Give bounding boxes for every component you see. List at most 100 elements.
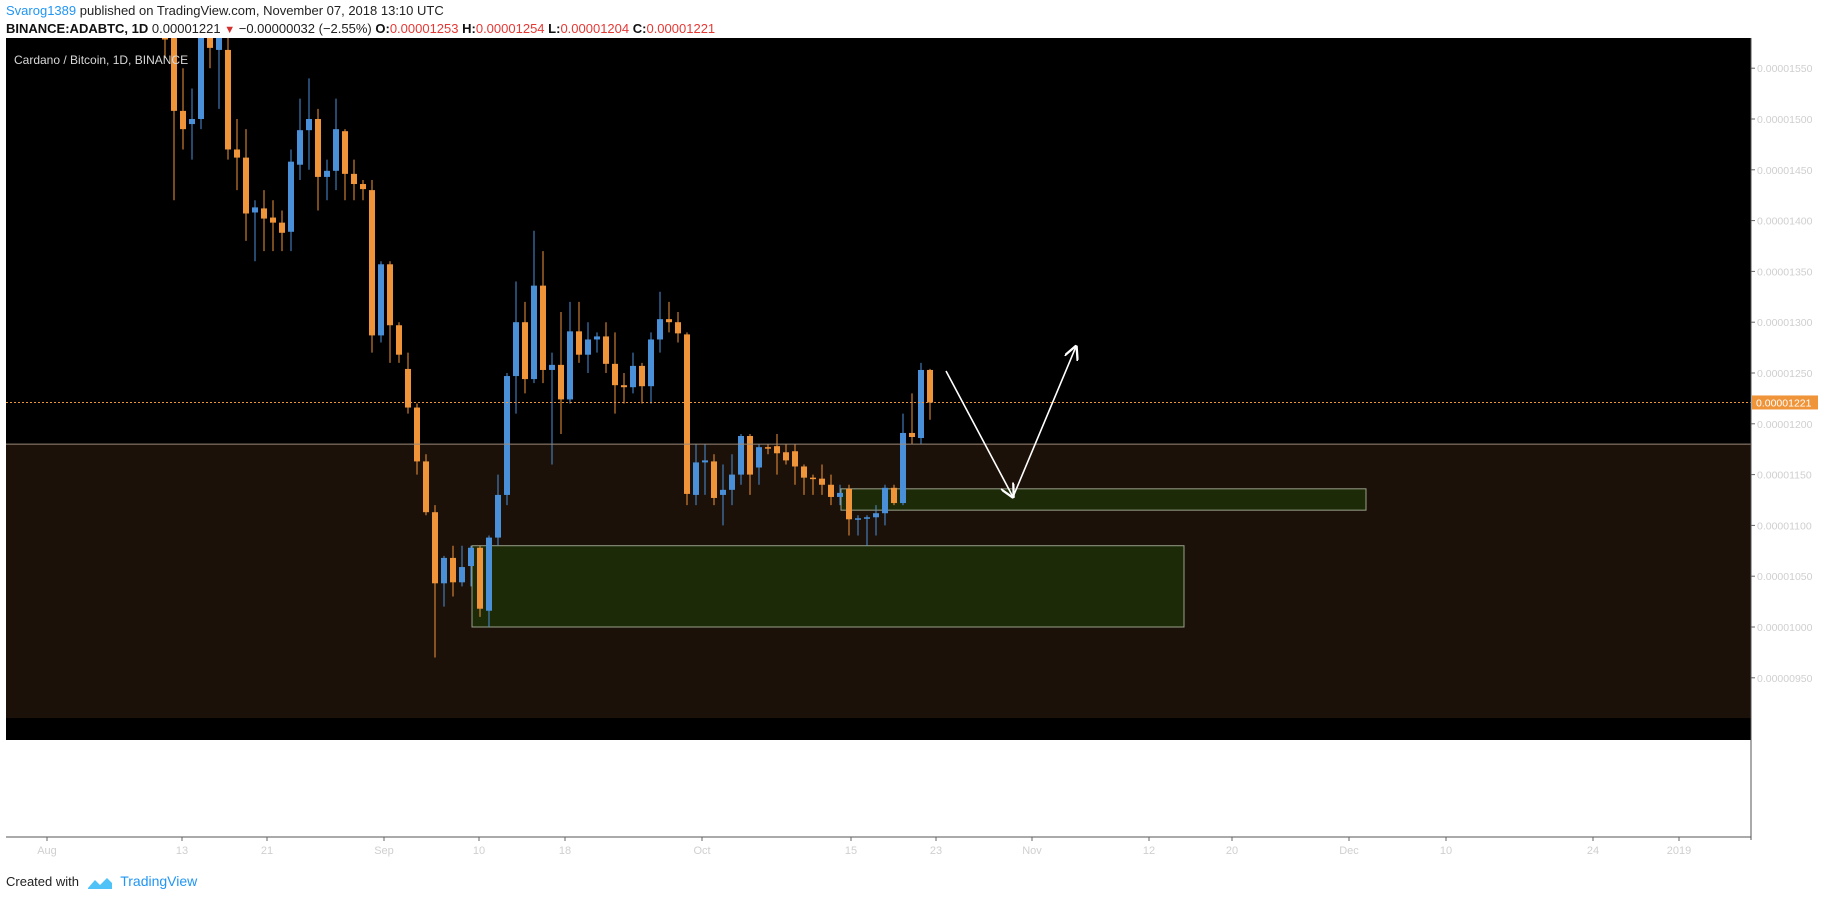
candle-body xyxy=(315,119,321,177)
candle xyxy=(585,322,591,373)
candle-body xyxy=(360,184,366,190)
candle-body xyxy=(351,173,357,185)
candle-body xyxy=(828,484,834,497)
candle-body xyxy=(225,49,231,150)
candle-body xyxy=(171,38,177,111)
candle-body xyxy=(630,365,636,388)
candle xyxy=(810,474,816,495)
candle xyxy=(306,78,312,170)
candle-body xyxy=(378,264,384,336)
tradingview-brand-link[interactable]: TradingView xyxy=(120,873,198,889)
candle xyxy=(675,312,681,343)
time-tick-label: Dec xyxy=(1339,845,1359,857)
candle-body xyxy=(693,462,699,495)
time-tick-label: 23 xyxy=(930,845,942,857)
candle-body xyxy=(261,208,267,219)
demand-zone-2 xyxy=(840,488,1367,511)
candle xyxy=(621,373,627,404)
candle-body xyxy=(441,557,447,584)
candle-body xyxy=(711,461,717,498)
candle xyxy=(342,129,348,201)
price-tick-label: 0.00001350 xyxy=(1757,266,1813,278)
candle-body xyxy=(243,157,249,214)
candle-body xyxy=(648,339,654,387)
close-value: 0.00001221 xyxy=(646,21,716,36)
candle-body xyxy=(720,489,726,495)
candle xyxy=(378,261,384,343)
candle xyxy=(288,149,294,252)
time-axis[interactable]: Aug 13 21 Sep 10 18 Oct 15 23 Nov 12 20 Dec 10 24 2019 xyxy=(37,837,1691,857)
time-tick-label: 15 xyxy=(845,845,857,857)
candle-body xyxy=(738,435,744,475)
candle xyxy=(792,444,798,485)
candle xyxy=(648,332,654,404)
candle-body xyxy=(405,368,411,408)
candle-body xyxy=(747,435,753,475)
candle-body xyxy=(450,557,456,583)
candle-body xyxy=(756,447,762,468)
demand-zone-1 xyxy=(471,545,1185,628)
candle-body xyxy=(423,461,429,513)
high-label: H: xyxy=(462,21,476,36)
candle xyxy=(513,281,519,414)
price-tick-label: 0.00001150 xyxy=(1757,470,1812,482)
candle-body xyxy=(234,149,240,158)
candle xyxy=(522,301,528,394)
price-tick-label: 0.00001200 xyxy=(1757,419,1813,431)
candle-body xyxy=(270,217,276,223)
candle-body xyxy=(396,325,402,355)
candle xyxy=(504,373,510,506)
candle-body xyxy=(477,547,483,609)
time-tick-label: Aug xyxy=(37,845,57,857)
candles xyxy=(162,38,933,658)
candle-body xyxy=(639,365,645,387)
candle-body xyxy=(765,447,771,449)
time-tick-label: 10 xyxy=(473,845,485,857)
candle-body xyxy=(819,478,825,485)
candle-body xyxy=(486,537,492,611)
candle xyxy=(576,301,582,363)
candle xyxy=(450,545,456,597)
candle xyxy=(423,454,429,516)
projection-arrow-1 xyxy=(945,370,1013,497)
close-label: C: xyxy=(632,21,647,36)
time-tick-label: Nov xyxy=(1022,845,1042,857)
candle-body xyxy=(279,222,285,233)
projection-arrow-2 xyxy=(1012,347,1076,498)
time-tick-label: 12 xyxy=(1143,845,1155,857)
author-link[interactable]: Svarog1389 xyxy=(6,3,77,18)
candle xyxy=(495,474,501,546)
symbol-name: BINANCE:ADABTC, 1D xyxy=(6,21,149,36)
price-axis[interactable]: 0.00000950 0.00001000 0.00001050 0.00001100… xyxy=(1751,63,1818,685)
candle xyxy=(549,352,555,465)
time-tick-label: 20 xyxy=(1226,845,1238,857)
chart-title: Cardano / Bitcoin, 1D, BINANCE xyxy=(14,53,188,67)
candle-body xyxy=(657,319,663,340)
candle xyxy=(666,301,672,333)
candle-body xyxy=(729,474,735,490)
candle xyxy=(711,454,717,506)
candle-body xyxy=(207,38,213,48)
high-value: 0.00001254 xyxy=(475,21,545,36)
candle-body xyxy=(837,492,843,497)
price-tick-label: 0.00001100 xyxy=(1757,520,1812,532)
candle xyxy=(684,332,690,506)
candle xyxy=(567,301,573,404)
candle xyxy=(414,403,420,475)
candle xyxy=(324,159,330,201)
candle xyxy=(603,322,609,373)
published-text: published on TradingView.com, November 0… xyxy=(79,3,444,18)
candle xyxy=(630,352,636,394)
price-lines xyxy=(6,401,1751,445)
candle-body xyxy=(864,517,870,519)
candle-body xyxy=(459,567,465,583)
candle xyxy=(819,464,825,495)
candle xyxy=(693,444,699,506)
candle xyxy=(927,368,933,420)
candle xyxy=(369,179,375,353)
last-price-tag-label: 0.00001221 xyxy=(1756,397,1812,409)
candle xyxy=(882,484,888,526)
candle-body xyxy=(927,369,933,403)
candle-body xyxy=(594,336,600,340)
